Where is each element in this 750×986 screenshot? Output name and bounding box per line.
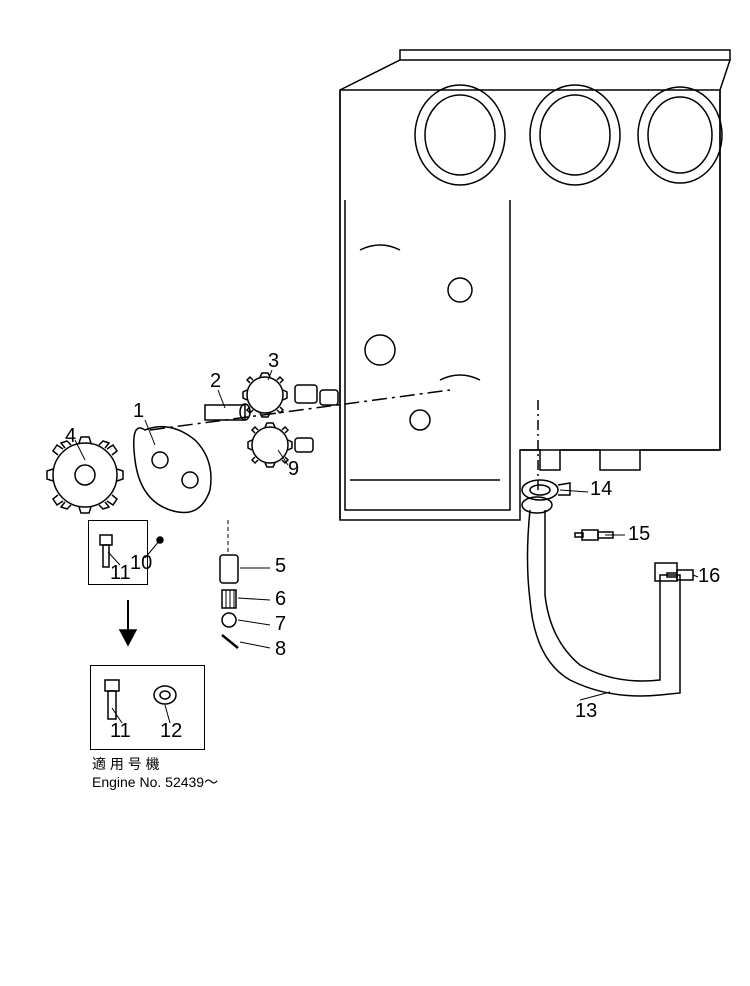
callout-14: 14 bbox=[590, 478, 612, 501]
callout-11-lower: 11 bbox=[110, 720, 131, 743]
engine-serial-line1: 適 用 号 機 bbox=[92, 755, 218, 773]
callout-5: 5 bbox=[275, 555, 286, 578]
callout-10: 10 bbox=[130, 552, 152, 575]
callout-box-lower bbox=[90, 665, 205, 750]
engine-serial-line2: Engine No. 52439〜 bbox=[92, 773, 218, 791]
callout-16: 16 bbox=[698, 565, 720, 588]
technical-diagram: 1 2 3 4 5 6 7 8 9 10 11 11 12 13 14 15 1… bbox=[0, 0, 750, 986]
callout-4: 4 bbox=[65, 425, 76, 448]
callout-15: 15 bbox=[628, 523, 650, 546]
callout-3: 3 bbox=[268, 350, 279, 373]
callout-9: 9 bbox=[288, 458, 299, 481]
callout-13: 13 bbox=[575, 700, 597, 723]
callout-1: 1 bbox=[133, 400, 144, 423]
callout-6: 6 bbox=[275, 588, 286, 611]
callout-11-upper: 11 bbox=[110, 562, 131, 585]
callout-8: 8 bbox=[275, 638, 286, 661]
callout-7: 7 bbox=[275, 613, 286, 636]
callout-2: 2 bbox=[210, 370, 221, 393]
callout-12: 12 bbox=[160, 720, 182, 743]
engine-serial-label: 適 用 号 機 Engine No. 52439〜 bbox=[92, 755, 218, 791]
diagram-svg bbox=[0, 0, 750, 986]
